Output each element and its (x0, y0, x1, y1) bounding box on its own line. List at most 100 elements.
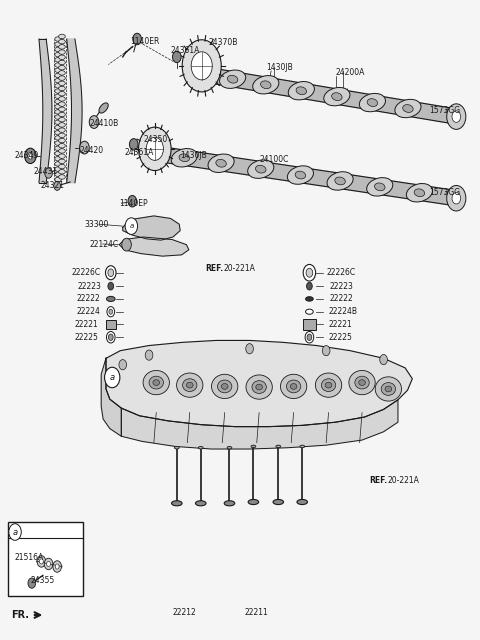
Text: 24200A: 24200A (336, 68, 365, 77)
Ellipse shape (143, 371, 169, 395)
Text: a: a (109, 373, 115, 382)
Ellipse shape (55, 42, 61, 47)
Ellipse shape (288, 81, 314, 100)
Text: 1140ER: 1140ER (130, 37, 159, 46)
Text: 22222: 22222 (76, 294, 100, 303)
Circle shape (54, 181, 60, 190)
Ellipse shape (381, 383, 396, 396)
Ellipse shape (306, 309, 313, 314)
Text: 1573GG: 1573GG (429, 106, 460, 115)
Text: 24355: 24355 (30, 576, 55, 585)
Text: 24321: 24321 (40, 181, 64, 190)
Text: a: a (129, 223, 133, 229)
Ellipse shape (179, 154, 190, 162)
Circle shape (323, 346, 330, 356)
Circle shape (105, 367, 120, 388)
Ellipse shape (59, 34, 65, 38)
Ellipse shape (55, 109, 61, 114)
Ellipse shape (325, 382, 332, 388)
Circle shape (9, 524, 21, 540)
Text: 1573GG: 1573GG (429, 188, 460, 196)
Ellipse shape (273, 499, 284, 504)
Ellipse shape (195, 500, 206, 506)
Ellipse shape (59, 65, 65, 70)
Polygon shape (167, 148, 451, 205)
Ellipse shape (288, 166, 313, 184)
Ellipse shape (55, 89, 61, 93)
Ellipse shape (248, 499, 259, 504)
Ellipse shape (59, 107, 65, 111)
Ellipse shape (55, 162, 61, 166)
Ellipse shape (327, 172, 353, 190)
Ellipse shape (99, 103, 108, 113)
Circle shape (139, 127, 171, 171)
Ellipse shape (55, 36, 61, 41)
Ellipse shape (367, 178, 393, 196)
Ellipse shape (290, 383, 297, 389)
Ellipse shape (55, 156, 61, 161)
Text: 22225: 22225 (328, 333, 352, 342)
Ellipse shape (221, 383, 228, 389)
Circle shape (119, 360, 127, 370)
Ellipse shape (252, 381, 266, 394)
Ellipse shape (248, 160, 274, 179)
Ellipse shape (224, 500, 235, 506)
Ellipse shape (59, 97, 65, 101)
Ellipse shape (395, 99, 421, 118)
Text: 22212: 22212 (172, 608, 196, 617)
Ellipse shape (55, 120, 61, 125)
Bar (106, 320, 116, 329)
Ellipse shape (332, 93, 342, 100)
Ellipse shape (55, 52, 61, 57)
Ellipse shape (55, 79, 61, 83)
Polygon shape (213, 68, 451, 124)
Circle shape (109, 309, 113, 314)
Ellipse shape (253, 76, 279, 94)
Circle shape (108, 334, 113, 340)
Ellipse shape (295, 171, 306, 179)
Ellipse shape (55, 99, 61, 104)
Text: 22224B: 22224B (328, 307, 358, 316)
Ellipse shape (59, 154, 65, 158)
Ellipse shape (55, 167, 61, 172)
Ellipse shape (315, 373, 342, 397)
Ellipse shape (55, 177, 61, 182)
Circle shape (447, 186, 466, 211)
Ellipse shape (55, 73, 61, 77)
Ellipse shape (280, 374, 307, 399)
Circle shape (53, 561, 61, 572)
Circle shape (191, 52, 212, 80)
Ellipse shape (385, 386, 392, 392)
Circle shape (37, 556, 46, 567)
Ellipse shape (59, 148, 65, 153)
Ellipse shape (59, 128, 65, 132)
Ellipse shape (322, 379, 336, 392)
Ellipse shape (59, 92, 65, 96)
Text: 24350: 24350 (144, 136, 168, 145)
Ellipse shape (55, 84, 61, 88)
Ellipse shape (296, 87, 307, 95)
Text: 22226C: 22226C (326, 268, 355, 277)
Circle shape (133, 33, 142, 45)
Ellipse shape (174, 447, 179, 449)
Circle shape (146, 138, 163, 161)
Ellipse shape (355, 376, 369, 389)
Circle shape (107, 332, 115, 343)
Circle shape (45, 168, 52, 178)
Text: 1140EP: 1140EP (120, 199, 148, 208)
Ellipse shape (55, 63, 61, 67)
Text: 24370B: 24370B (209, 38, 238, 47)
Ellipse shape (59, 112, 65, 116)
Ellipse shape (349, 371, 375, 395)
Ellipse shape (359, 380, 365, 385)
Text: 22221: 22221 (328, 320, 352, 329)
Circle shape (28, 578, 36, 588)
Ellipse shape (403, 104, 413, 113)
Circle shape (39, 559, 43, 564)
Circle shape (47, 561, 50, 566)
Ellipse shape (198, 447, 203, 449)
Text: 24100C: 24100C (259, 155, 288, 164)
Ellipse shape (255, 165, 266, 173)
Ellipse shape (177, 373, 203, 397)
Text: REF.: REF. (205, 264, 224, 273)
